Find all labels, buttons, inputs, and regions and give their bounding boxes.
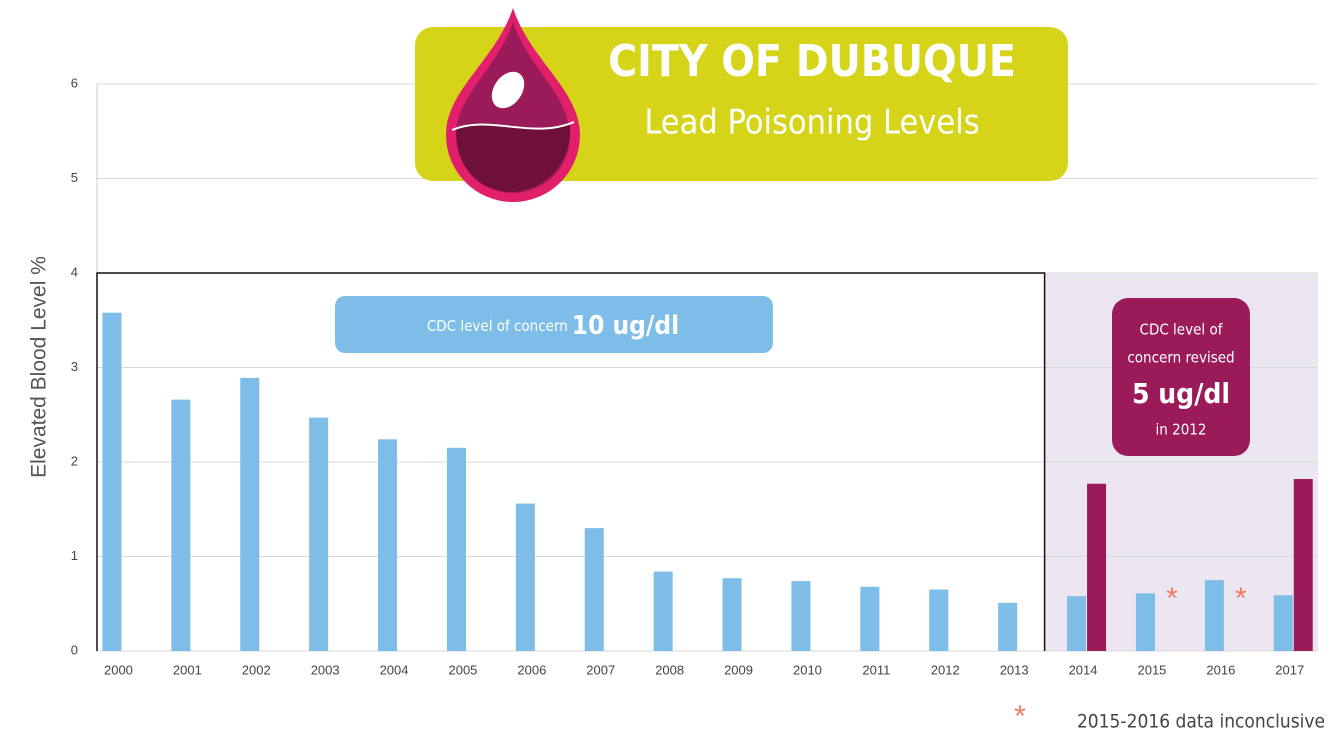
y-tick-label: 0 <box>71 642 78 657</box>
drop-logo <box>446 8 580 202</box>
x-tick-label: 2017 <box>1275 662 1304 677</box>
x-tick-label: 2014 <box>1069 662 1098 677</box>
y-tick-label: 6 <box>71 75 78 90</box>
y-axis-label: Elevated Blood Level % <box>28 256 51 478</box>
revised-level-value: 5 ug/dl <box>1132 377 1230 410</box>
x-tick-label: 2007 <box>586 662 615 677</box>
annotation: * <box>1166 582 1178 615</box>
bar <box>722 578 742 651</box>
bar <box>309 417 329 651</box>
era-frame <box>96 272 1046 651</box>
bar <box>378 439 398 651</box>
x-tick-label: 2012 <box>931 662 960 677</box>
y-tick-label: 5 <box>71 170 78 185</box>
plot-layer <box>102 312 1313 651</box>
x-tick-label: 2003 <box>311 662 340 677</box>
bar <box>1273 595 1293 651</box>
bar <box>584 528 604 651</box>
bar <box>515 503 535 651</box>
bar <box>929 589 949 651</box>
bar <box>791 581 811 651</box>
bar <box>446 447 466 651</box>
footnote-marker: * <box>1014 700 1026 733</box>
bar <box>1067 596 1087 651</box>
bar <box>653 571 673 651</box>
bar <box>1293 479 1313 651</box>
x-tick-label: 2002 <box>242 662 271 677</box>
bar <box>1087 483 1107 651</box>
bar <box>860 586 880 651</box>
x-tick-label: 2015 <box>1137 662 1166 677</box>
x-tick-label: 2009 <box>724 662 753 677</box>
old-level-box <box>335 296 773 353</box>
bar <box>1204 580 1224 651</box>
chart-subtitle: Lead Poisoning Levels <box>644 103 979 143</box>
annotation: * <box>1235 582 1247 615</box>
old-level-text: CDC level of concern 10 ug/dl <box>427 311 679 341</box>
x-tick-label: 2010 <box>793 662 822 677</box>
bar <box>171 399 191 651</box>
chart-title: CITY OF DUBUQUE <box>608 36 1016 87</box>
bar <box>1135 593 1155 651</box>
revised-level-line: CDC level of <box>1140 321 1224 339</box>
x-tick-label: 2008 <box>655 662 684 677</box>
revised-level-note: in 2012 <box>1156 421 1207 439</box>
y-tick-label: 4 <box>71 264 78 279</box>
bar <box>240 377 260 651</box>
revised-level-box <box>1112 298 1250 456</box>
x-tick-label: 2013 <box>1000 662 1029 677</box>
y-tick-label: 3 <box>71 359 78 374</box>
old-level-label: CDC level of concern <box>427 317 568 335</box>
bar <box>102 312 122 651</box>
x-tick-label: 2006 <box>517 662 546 677</box>
footnote-text: 2015-2016 data inconclusive <box>1077 711 1325 733</box>
y-tick-label: 1 <box>71 548 78 563</box>
x-tick-label: 2001 <box>173 662 202 677</box>
revised-level-line: concern revised <box>1127 349 1234 367</box>
x-tick-label: 2011 <box>862 662 890 677</box>
x-tick-label: 2000 <box>104 662 133 677</box>
x-tick-label: 2004 <box>380 662 409 677</box>
x-tick-label: 2016 <box>1206 662 1235 677</box>
bar <box>998 602 1018 651</box>
y-tick-label: 2 <box>71 453 78 468</box>
old-level-value: 10 ug/dl <box>572 311 679 341</box>
x-tick-label: 2005 <box>448 662 477 677</box>
